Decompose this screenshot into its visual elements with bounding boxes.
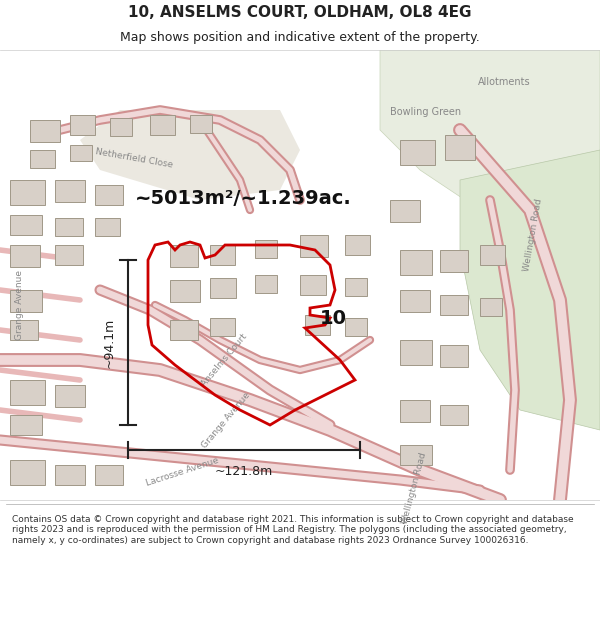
Text: Netherfield Close: Netherfield Close [95, 147, 174, 169]
Polygon shape [445, 135, 475, 160]
Polygon shape [150, 115, 175, 135]
Text: ~5013m²/~1.239ac.: ~5013m²/~1.239ac. [135, 189, 352, 208]
Text: ~121.8m: ~121.8m [215, 465, 273, 478]
Polygon shape [400, 290, 430, 312]
Polygon shape [55, 180, 85, 202]
Polygon shape [400, 140, 435, 165]
Text: Wellington Road: Wellington Road [400, 451, 428, 525]
Polygon shape [55, 385, 85, 407]
Polygon shape [400, 340, 432, 365]
Polygon shape [170, 280, 200, 302]
Polygon shape [10, 380, 45, 405]
Polygon shape [400, 400, 430, 422]
Text: Bowling Green: Bowling Green [390, 107, 461, 117]
Polygon shape [80, 110, 300, 200]
Polygon shape [190, 115, 212, 133]
Polygon shape [210, 245, 235, 265]
Polygon shape [440, 250, 468, 272]
Polygon shape [345, 318, 367, 336]
Polygon shape [95, 218, 120, 236]
Text: Lacrosse Avenue: Lacrosse Avenue [145, 456, 220, 488]
Polygon shape [10, 320, 38, 340]
Polygon shape [10, 290, 42, 312]
Text: 10: 10 [320, 309, 347, 328]
Polygon shape [10, 415, 42, 435]
Polygon shape [10, 215, 42, 235]
Polygon shape [440, 405, 468, 425]
Polygon shape [95, 465, 123, 485]
Polygon shape [10, 460, 45, 485]
Polygon shape [170, 320, 198, 340]
Polygon shape [10, 245, 40, 267]
Polygon shape [55, 218, 83, 236]
Text: Contains OS data © Crown copyright and database right 2021. This information is : Contains OS data © Crown copyright and d… [12, 515, 574, 545]
Text: Grange Avenue: Grange Avenue [200, 390, 252, 450]
Polygon shape [255, 275, 277, 293]
Polygon shape [440, 295, 468, 315]
Polygon shape [55, 465, 85, 485]
Text: Wellington Road: Wellington Road [522, 198, 544, 272]
Text: Allotments: Allotments [478, 77, 530, 87]
Polygon shape [30, 120, 60, 142]
Polygon shape [390, 200, 420, 222]
Polygon shape [300, 235, 328, 257]
Polygon shape [400, 445, 432, 465]
Text: 10, ANSELMS COURT, OLDHAM, OL8 4EG: 10, ANSELMS COURT, OLDHAM, OL8 4EG [128, 5, 472, 20]
Polygon shape [300, 275, 326, 295]
Polygon shape [345, 235, 370, 255]
Polygon shape [305, 315, 330, 335]
Polygon shape [460, 150, 600, 430]
Polygon shape [55, 245, 83, 265]
Polygon shape [480, 298, 502, 316]
Text: Anselms Court: Anselms Court [200, 332, 249, 388]
Text: Map shows position and indicative extent of the property.: Map shows position and indicative extent… [120, 31, 480, 44]
Polygon shape [70, 115, 95, 135]
Polygon shape [480, 245, 505, 265]
Polygon shape [10, 180, 45, 205]
Polygon shape [345, 278, 367, 296]
Text: ~94.1m: ~94.1m [103, 318, 116, 368]
Polygon shape [95, 185, 123, 205]
Polygon shape [255, 240, 277, 258]
Polygon shape [70, 145, 92, 161]
Polygon shape [210, 318, 235, 336]
Polygon shape [400, 250, 432, 275]
Polygon shape [210, 278, 236, 298]
Polygon shape [440, 345, 468, 367]
Polygon shape [170, 245, 198, 267]
Polygon shape [380, 50, 600, 230]
Text: Grange Avenue: Grange Avenue [15, 270, 24, 340]
Polygon shape [110, 118, 132, 136]
Polygon shape [30, 150, 55, 168]
